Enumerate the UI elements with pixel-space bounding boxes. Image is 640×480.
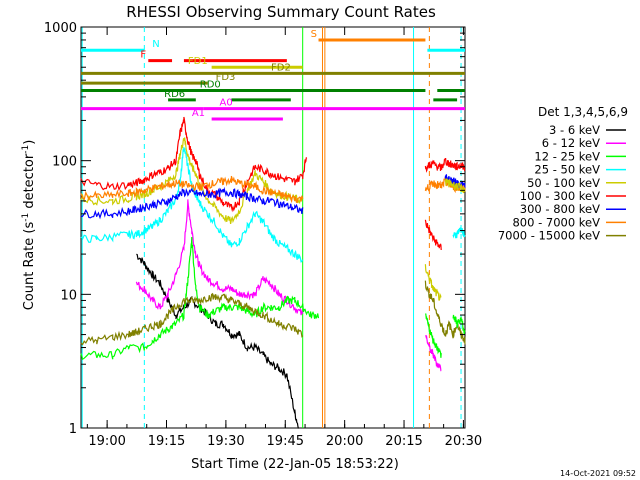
x-tick-label: 19:15 [148, 434, 185, 449]
late-series-line-10 [452, 314, 466, 335]
legend-label: 25 - 50 keV [534, 163, 600, 177]
x-tick-label: 20:30 [445, 434, 482, 449]
x-tick-label: 19:30 [207, 434, 244, 449]
flag-label-s: S [311, 29, 317, 40]
y-tick-label: 100 [52, 155, 77, 170]
series-line-6 [80, 186, 304, 220]
series-line-3 [80, 147, 304, 263]
x-tick-label: 20:00 [326, 434, 363, 449]
plot-frame [80, 26, 466, 429]
late-series-line-1 [424, 264, 442, 301]
x-tick-label: 20:15 [385, 434, 422, 449]
y-tick-label: 10 [60, 288, 77, 303]
late-series-line-6 [424, 157, 466, 173]
series-line-5 [80, 116, 308, 213]
late-series-line-8 [444, 177, 466, 194]
late-series-line-2 [425, 313, 442, 358]
series-line-4 [80, 137, 304, 225]
flag-label-a1: A1 [192, 108, 205, 119]
y-axis-label: Count Rate (s-1 detector-1) [21, 140, 37, 311]
series-line-8 [80, 292, 304, 346]
flag-label-fd2: FD2 [271, 62, 291, 73]
flag-label-f: F [140, 50, 146, 61]
x-tick-label: 19:45 [267, 434, 304, 449]
late-series-line-4 [424, 280, 466, 345]
flag-label-rd6: RD6 [164, 89, 185, 100]
x-axis-label: Start Time (22-Jan-05 18:53:22) [191, 457, 399, 472]
legend-label: 3 - 6 keV [549, 123, 600, 137]
x-axis-ticks: 19:00 19:15 19:30 19:45 20:00 20:15 20:30 [86, 27, 482, 449]
footer-date: 14-Oct-2021 09:52 [560, 469, 636, 478]
y-axis-ticks: 1 10 100 1000 [44, 21, 465, 437]
flag-label-a0: A0 [220, 98, 233, 109]
legend-label: 6 - 12 keV [542, 136, 600, 150]
legend-label: 800 - 7000 keV [512, 215, 600, 229]
late-series-line-3 [425, 334, 442, 372]
flag-label-n: N [152, 39, 159, 50]
series-line-1 [135, 199, 304, 316]
legend-title: Det 1,3,4,5,6,9 [538, 105, 628, 119]
series-line-7 [80, 175, 304, 204]
legend-label: 100 - 300 keV [520, 189, 600, 203]
late-series-line-0 [424, 219, 442, 251]
chart-title: RHESSI Observing Summary Count Rates [126, 3, 436, 21]
y-tick-label: 1 [69, 422, 77, 437]
legend-label: 7000 - 15000 keV [498, 229, 600, 243]
x-tick-label: 19:00 [88, 434, 125, 449]
flag-label-rd0: RD0 [200, 79, 221, 90]
series-line-2 [80, 236, 320, 361]
legend-label: 12 - 25 keV [534, 149, 600, 163]
late-series-line-9 [452, 226, 466, 239]
series-line-0 [136, 253, 299, 429]
flag-label-fd1: FD1 [188, 56, 208, 67]
legend-label: 50 - 100 keV [527, 176, 600, 190]
legend-label: 300 - 800 keV [520, 202, 600, 216]
y-tick-label: 1000 [44, 21, 77, 36]
flag-label-fd3: FD3 [216, 72, 236, 83]
